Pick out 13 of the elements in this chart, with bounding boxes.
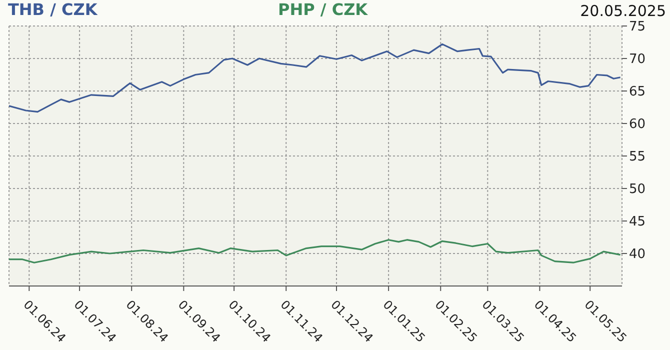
y-tick-label: 70 <box>629 52 646 68</box>
text: PHP / CZK <box>278 0 368 19</box>
y-tick-label: 40 <box>629 247 646 262</box>
y-tick-label: 55 <box>629 150 646 165</box>
line-series <box>9 239 622 264</box>
line-series <box>9 43 622 113</box>
y-tick-label: 45 <box>629 214 646 230</box>
y-tick-label: 50 <box>629 182 646 198</box>
text: 20.05.2025 <box>580 2 666 20</box>
y-tick-label: 60 <box>629 117 646 132</box>
text: THB / CZK <box>8 0 98 19</box>
y-tick-label: 75 <box>629 20 646 35</box>
y-tick-label: 65 <box>629 84 646 100</box>
